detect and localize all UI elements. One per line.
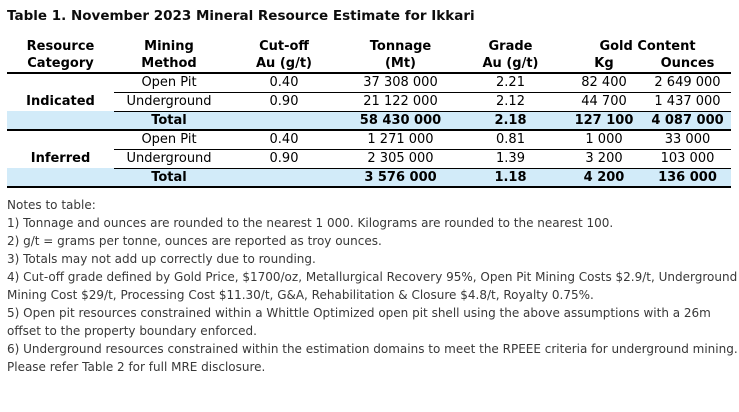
- header-tonnage-line2: (Mt): [344, 55, 457, 74]
- cell-resource-category: Indicated: [26, 94, 95, 109]
- cell-gold-ounces: 4 087 000: [644, 111, 731, 131]
- cell-grade: 2.21: [457, 73, 564, 93]
- header-gold-content-kg: Kg: [564, 55, 644, 74]
- cell-grade: 1.39: [457, 149, 564, 169]
- row-inferred-openpit: Open Pit 0.40 1 271 000 0.81 1 000 33 00…: [7, 130, 731, 150]
- cell-mining-method: Open Pit: [114, 73, 224, 93]
- cell-grade: 2.12: [457, 92, 564, 112]
- cell-tonnage: 2 305 000: [344, 149, 457, 169]
- cell-mining-method: Underground: [114, 92, 224, 112]
- cell-gold-kg: 127 100: [564, 111, 644, 131]
- header-mining-method-line1: Mining: [144, 38, 194, 54]
- header-resource-category-line1: Resource: [26, 38, 95, 54]
- cell-category-spacer: [7, 130, 114, 149]
- cell-gold-kg: 4 200: [564, 168, 644, 188]
- note-1: 1) Tonnage and ounces are rounded to the…: [7, 216, 614, 230]
- note-5: 5) Open pit resources constrained within…: [7, 306, 711, 338]
- header-grade-line1: Grade: [488, 38, 533, 54]
- cell-gold-ounces: 136 000: [644, 168, 731, 188]
- cell-cutoff-empty: [224, 111, 344, 131]
- cell-grade: 1.18: [457, 168, 564, 188]
- row-inferred-total: Total 3 576 000 1.18 4 200 136 000: [7, 168, 731, 188]
- header-mining-method-line2: Method: [114, 55, 224, 74]
- cell-grade: 2.18: [457, 111, 564, 131]
- row-indicated-underground: Indicated Underground 0.90 21 122 000 2.…: [7, 92, 731, 112]
- cell-tonnage: 21 122 000: [344, 92, 457, 112]
- cell-resource-category: Inferred: [30, 151, 91, 166]
- cell-category-spacer: [7, 168, 114, 188]
- note-6: 6) Underground resources constrained wit…: [7, 342, 738, 356]
- cell-grade: 0.81: [457, 130, 564, 150]
- notes-heading: Notes to table:: [7, 198, 96, 212]
- header-cutoff-line1: Cut-off: [259, 38, 309, 54]
- cell-cutoff: 0.40: [224, 73, 344, 93]
- cell-gold-ounces: 33 000: [644, 130, 731, 150]
- cell-gold-kg: 82 400: [564, 73, 644, 93]
- header-grade-line2: Au (g/t): [457, 55, 564, 74]
- cell-gold-ounces: 1 437 000: [644, 92, 731, 112]
- row-indicated-openpit: Open Pit 0.40 37 308 000 2.21 82 400 2 6…: [7, 73, 731, 93]
- notes-block: Notes to table: 1) Tonnage and ounces ar…: [7, 196, 738, 376]
- cell-mining-method: Open Pit: [114, 130, 224, 150]
- cell-cutoff: 0.90: [224, 92, 344, 112]
- note-2: 2) g/t = grams per tonne, ounces are rep…: [7, 234, 382, 248]
- header-tonnage-line1: Tonnage: [369, 38, 432, 54]
- cell-gold-kg: 1 000: [564, 130, 644, 150]
- page: Table 1. November 2023 Mineral Resource …: [7, 8, 738, 376]
- cell-category-spacer: [7, 73, 114, 92]
- cell-cutoff-empty: [224, 168, 344, 188]
- cell-mining-method: Underground: [114, 149, 224, 169]
- row-indicated-total: Total 58 430 000 2.18 127 100 4 087 000: [7, 111, 731, 131]
- note-4: 4) Cut-off grade defined by Gold Price, …: [7, 270, 738, 302]
- header-cutoff-line2: Au (g/t): [224, 55, 344, 74]
- cell-tonnage: 58 430 000: [344, 111, 457, 131]
- cell-category-spacer: [7, 111, 114, 131]
- cell-tonnage: 1 271 000: [344, 130, 457, 150]
- cell-tonnage: 37 308 000: [344, 73, 457, 93]
- cell-total-label: Total: [114, 168, 224, 188]
- header-row-2: Category Method Au (g/t) (Mt) Au (g/t) K…: [7, 55, 731, 74]
- cell-gold-ounces: 2 649 000: [644, 73, 731, 93]
- cell-cutoff: 0.90: [224, 149, 344, 169]
- cell-gold-ounces: 103 000: [644, 149, 731, 169]
- cell-tonnage: 3 576 000: [344, 168, 457, 188]
- row-inferred-underground: Inferred Underground 0.90 2 305 000 1.39…: [7, 149, 731, 169]
- cell-total-label: Total: [114, 111, 224, 131]
- header-gold-content-ounces: Ounces: [644, 55, 731, 74]
- header-row-1: Resource Mining Cut-off Tonnage Grade Go…: [7, 37, 731, 55]
- header-gold-content-group: Gold Content: [599, 38, 696, 54]
- table-title: Table 1. November 2023 Mineral Resource …: [7, 8, 475, 24]
- mineral-resource-table: Resource Mining Cut-off Tonnage Grade Go…: [7, 37, 731, 188]
- cell-gold-kg: 3 200: [564, 149, 644, 169]
- cell-cutoff: 0.40: [224, 130, 344, 150]
- cell-gold-kg: 44 700: [564, 92, 644, 112]
- note-table2-reference: Please refer Table 2 for full MRE disclo…: [7, 360, 266, 374]
- note-3: 3) Totals may not add up correctly due t…: [7, 252, 316, 266]
- header-resource-category-line2: Category: [7, 55, 114, 74]
